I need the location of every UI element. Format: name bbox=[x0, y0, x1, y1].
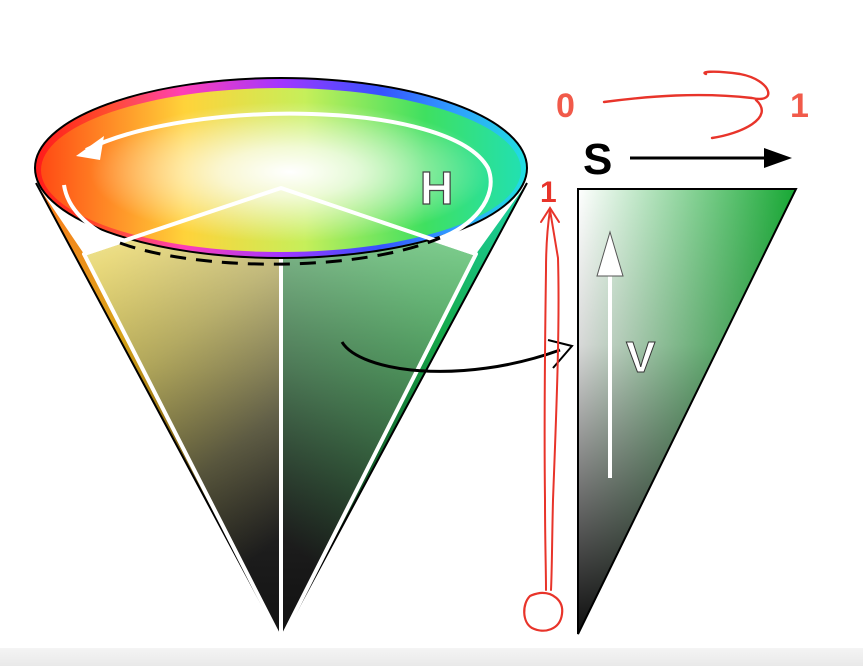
section-to-triangle-arrow bbox=[340, 339, 574, 373]
annotation-sat-start: 0 bbox=[556, 87, 575, 125]
hue-disc-outline bbox=[34, 77, 528, 259]
hsv-cone: H bbox=[34, 77, 528, 643]
curved-arrow-line bbox=[340, 341, 561, 373]
saturation-axis: S bbox=[583, 135, 792, 184]
hue-arrow-loop-left bbox=[62, 184, 121, 245]
triangle-outline bbox=[577, 188, 798, 635]
hue-dashed-back-edge bbox=[119, 236, 441, 266]
value-label: V bbox=[626, 333, 656, 382]
annotation-sat-loop bbox=[602, 70, 770, 140]
annotation-value-top: 1 bbox=[540, 176, 557, 209]
handwritten-annotations: 0 1 1 0 bbox=[523, 70, 809, 632]
saturation-arrow-head-icon bbox=[764, 148, 792, 168]
value-arrow-head-icon bbox=[596, 230, 624, 277]
cone-section-top-edges bbox=[83, 186, 477, 256]
hue-arrow-loop bbox=[85, 111, 493, 240]
hue-disc-center-white bbox=[90, 102, 490, 242]
annotation-value-line bbox=[543, 209, 560, 591]
saturation-label: S bbox=[583, 135, 612, 184]
hue-arrow-head-icon bbox=[76, 136, 104, 160]
hue-label: H bbox=[420, 162, 453, 214]
curved-arrow-head-icon bbox=[547, 339, 574, 369]
annotation-sat-end: 1 bbox=[790, 87, 809, 125]
bottom-strip bbox=[0, 648, 863, 666]
saturation-value-triangle: V bbox=[577, 188, 798, 635]
annotation-value-bottom-mark bbox=[523, 591, 564, 632]
annotation-value-arrow-tick bbox=[540, 206, 560, 223]
